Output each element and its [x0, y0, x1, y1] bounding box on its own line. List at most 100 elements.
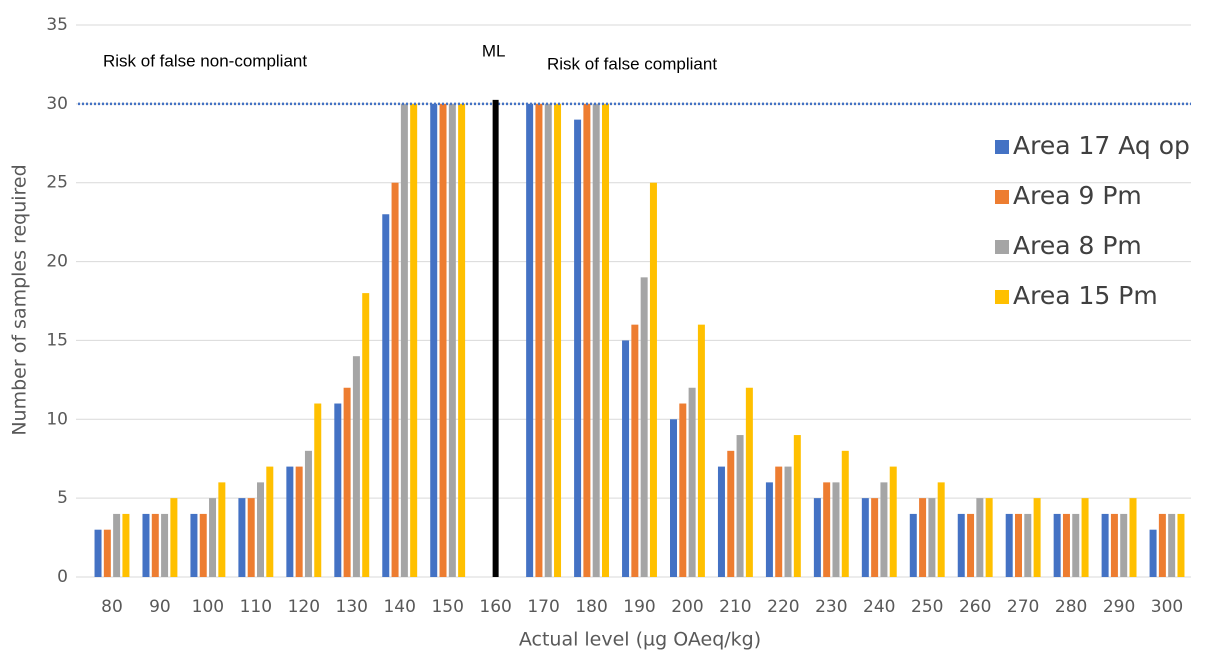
bar [238, 498, 246, 577]
bar [199, 513, 207, 577]
annotation: Risk of false non-compliant [103, 51, 307, 70]
x-tick-label: 250 [911, 597, 943, 617]
x-tick-label: 290 [1103, 597, 1135, 617]
y-tick-label: 5 [57, 488, 68, 508]
bar [190, 513, 198, 577]
bar [1072, 513, 1080, 577]
bar [574, 119, 582, 577]
bar [314, 403, 322, 577]
bar [535, 103, 543, 577]
bar [439, 103, 447, 577]
bar [727, 450, 735, 577]
bar [928, 498, 936, 577]
x-axis-label: Actual level (µg OAeq/kg) [519, 629, 761, 651]
bar [209, 498, 217, 577]
bar [823, 482, 831, 577]
bar [765, 482, 773, 577]
bar [1158, 513, 1166, 577]
bar [94, 529, 102, 577]
bar [430, 103, 438, 577]
y-tick-label: 35 [46, 15, 68, 35]
bar [1005, 513, 1013, 577]
legend-swatch [995, 240, 1009, 254]
bar [985, 498, 993, 577]
bar [583, 103, 591, 577]
bar [631, 324, 639, 577]
legend-label: Area 17 Aq op [1013, 131, 1190, 160]
y-tick-label: 20 [46, 252, 68, 272]
x-tick-label: 280 [1055, 597, 1087, 617]
bar [1033, 498, 1041, 577]
bar [697, 324, 705, 577]
bar [793, 435, 801, 577]
y-tick-label: 30 [46, 94, 68, 114]
bar [526, 103, 534, 577]
x-tick-label: 260 [959, 597, 991, 617]
bar [622, 340, 630, 577]
bar [1168, 513, 1176, 577]
x-tick-label: 300 [1151, 597, 1183, 617]
y-tick-label: 15 [46, 330, 68, 350]
bar [391, 182, 399, 577]
bar [861, 498, 869, 577]
x-tick-label: 130 [336, 597, 368, 617]
bar [775, 466, 783, 577]
bar [889, 466, 897, 577]
bar [880, 482, 888, 577]
bar [1015, 513, 1023, 577]
x-tick-label: 210 [719, 597, 751, 617]
bar [670, 419, 678, 577]
x-tick-label: 80 [101, 597, 123, 617]
bar [1101, 513, 1109, 577]
bar [170, 498, 178, 577]
bar [362, 293, 370, 577]
bar [736, 435, 744, 577]
annotation: Risk of false compliant [547, 54, 717, 73]
bar [448, 103, 456, 577]
bar [247, 498, 255, 577]
bar [1081, 498, 1089, 577]
bar [544, 103, 552, 577]
x-tick-label: 230 [815, 597, 847, 617]
x-tick-label: 90 [149, 597, 171, 617]
bar [813, 498, 821, 577]
bar [400, 103, 408, 577]
x-tick-label: 270 [1007, 597, 1039, 617]
x-tick-label: 120 [288, 597, 320, 617]
bar [967, 513, 975, 577]
x-tick-label: 140 [383, 597, 415, 617]
bar [266, 466, 274, 577]
bar [1149, 529, 1157, 577]
bar [256, 482, 264, 577]
x-tick-label: 110 [240, 597, 272, 617]
x-tick-label: 180 [575, 597, 607, 617]
bar [103, 529, 111, 577]
bar [592, 103, 600, 577]
bar [382, 214, 390, 577]
x-tick-label: 240 [863, 597, 895, 617]
bar [937, 482, 945, 577]
legend-label: Area 9 Pm [1013, 181, 1142, 210]
bar [871, 498, 879, 577]
bar [909, 513, 917, 577]
x-tick-label: 100 [192, 597, 224, 617]
ml-label: ML [482, 41, 506, 60]
bar [1062, 513, 1070, 577]
y-axis-label: Number of samples required [9, 164, 31, 435]
bar [458, 103, 466, 577]
legend-swatch [995, 190, 1009, 204]
bar [334, 403, 342, 577]
x-tick-label: 220 [767, 597, 799, 617]
bar [113, 513, 121, 577]
legend-label: Area 8 Pm [1013, 231, 1142, 260]
bar [1110, 513, 1118, 577]
bar [410, 103, 418, 577]
bar [1129, 498, 1137, 577]
bar [1053, 513, 1061, 577]
bar [151, 513, 159, 577]
x-tick-label: 200 [671, 597, 703, 617]
bar [649, 182, 657, 577]
bar [304, 450, 312, 577]
bar [122, 513, 130, 577]
